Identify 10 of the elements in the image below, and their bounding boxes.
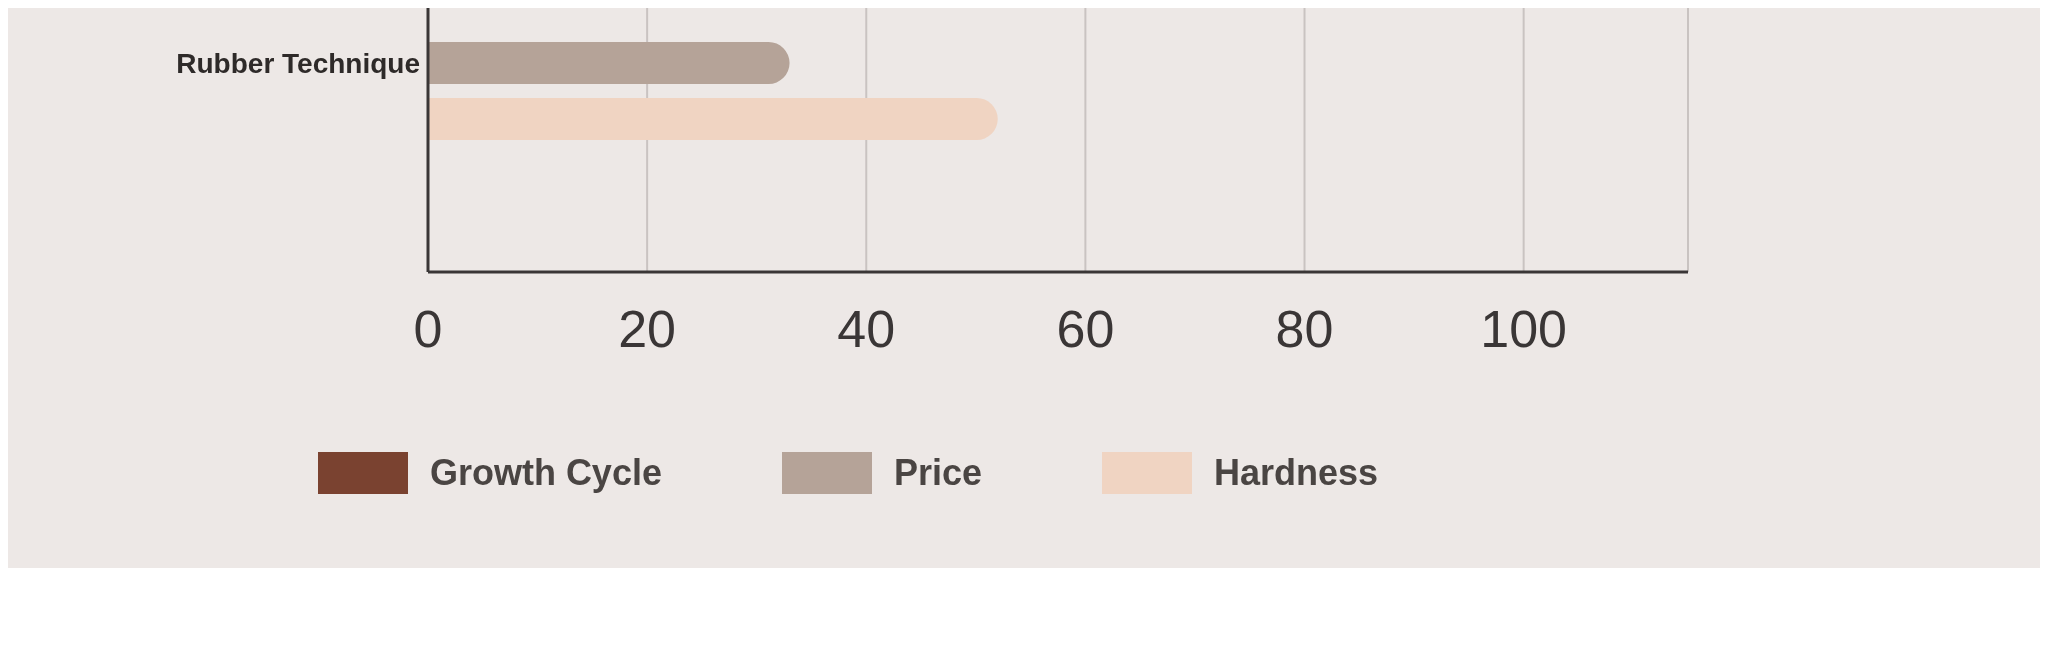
legend-label: Hardness xyxy=(1214,452,1379,494)
x-tick-label: 0 xyxy=(413,299,443,358)
x-tick-label: 100 xyxy=(1480,299,1568,358)
x-tick-label: 20 xyxy=(618,299,677,358)
x-tick-label: 80 xyxy=(1275,299,1334,358)
legend-label: Price xyxy=(893,452,983,494)
x-tick-label: 60 xyxy=(1056,299,1115,358)
x-tick-label: 40 xyxy=(837,299,896,358)
y-tick-label: Rubber Technique xyxy=(176,47,420,79)
legend-label: Growth Cycle xyxy=(429,452,662,494)
